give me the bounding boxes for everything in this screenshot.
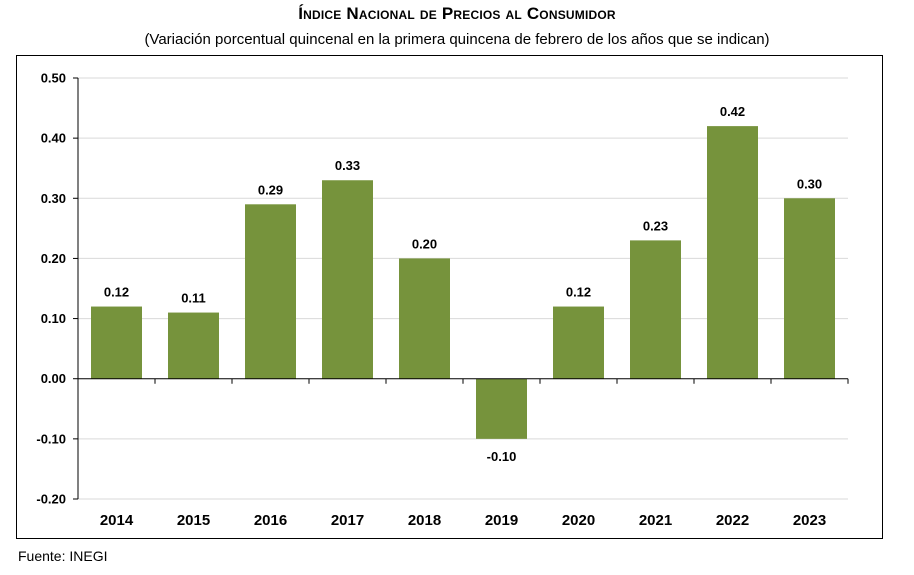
bar-2018 [399,258,450,379]
x-tick-label: 2023 [793,512,826,529]
x-tick-label: 2021 [639,512,672,529]
x-tick-label: 2015 [177,512,210,529]
bar-2017 [322,180,373,379]
chart-title: Índice Nacional de Precios al Consumidor [298,4,616,23]
data-label: 0.30 [797,176,822,191]
source-note: Fuente: INEGI [18,548,108,564]
bar-2015 [168,312,219,379]
x-tick-label: 2019 [485,512,518,529]
data-label: 0.29 [258,182,283,197]
y-tick-label: 0.00 [41,371,66,386]
data-label: 0.11 [181,291,206,306]
bar-2019 [476,378,527,439]
data-label: 0.12 [566,285,591,300]
bar-2016 [245,204,296,379]
y-tick-label: 0.20 [41,251,66,266]
data-label: 0.20 [412,236,437,251]
y-tick-label: 0.30 [41,191,66,206]
bar-2020 [553,306,604,379]
x-tick-label: 2018 [408,512,441,529]
x-tick-label: 2014 [100,512,134,529]
x-tick-label: 2020 [562,512,595,529]
bar-2014 [91,306,142,379]
y-tick-label: 0.10 [41,311,66,326]
data-label: 0.23 [643,218,668,233]
y-tick-label: -0.10 [36,431,66,446]
data-label: 0.12 [104,285,129,300]
bar-2021 [630,240,681,379]
y-tick-label: -0.20 [36,492,66,507]
chart-subtitle: (Variación porcentual quincenal en la pr… [144,31,770,48]
data-label: 0.42 [720,104,745,119]
bar-2022 [707,126,758,379]
y-tick-label: 0.50 [41,71,66,86]
bar-2023 [784,198,835,379]
x-tick-label: 2022 [716,512,749,529]
data-label: 0.33 [335,158,360,173]
y-tick-label: 0.40 [41,131,66,146]
chart-frame [16,55,883,539]
x-tick-label: 2017 [331,512,364,529]
x-tick-label: 2016 [254,512,287,529]
data-label: -0.10 [487,449,517,464]
